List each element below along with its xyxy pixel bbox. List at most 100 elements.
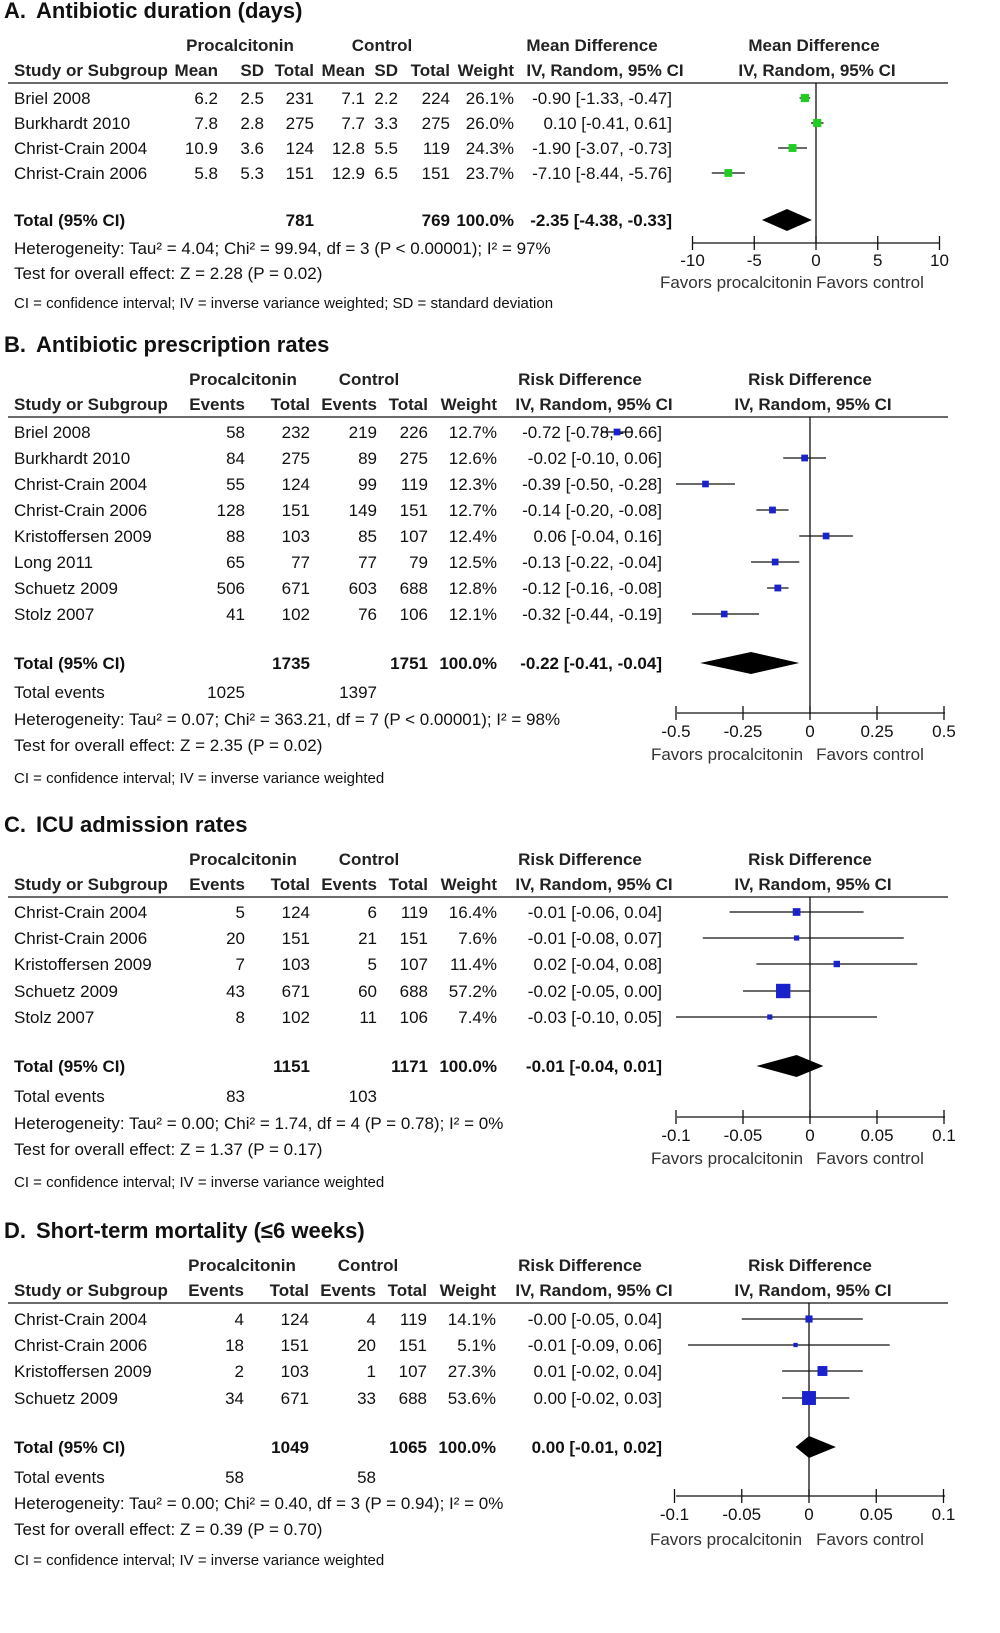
study-cell: 7 (236, 955, 245, 974)
pooled-estimate-diamond (756, 1055, 824, 1077)
overall-effect-test: Test for overall effect: Z = 2.28 (P = 0… (14, 264, 322, 283)
study-cell: 12.6% (449, 449, 497, 468)
column-header-ci: IV, Random, 95% CI (515, 875, 672, 894)
x-tick-label: -0.05 (722, 1505, 761, 1524)
study-cell: 151 (282, 929, 310, 948)
study-cell: 21 (358, 929, 377, 948)
study-name: Christ-Crain 2006 (14, 1336, 147, 1355)
study-name: Schuetz 2009 (14, 982, 118, 1001)
study-name: Christ-Crain 2004 (14, 475, 147, 494)
study-cell: 3.6 (240, 139, 264, 158)
point-estimate-marker (822, 532, 830, 540)
column-header: Events (321, 875, 377, 894)
study-name: Burkhardt 2010 (14, 114, 130, 133)
study-cell: 3.3 (374, 114, 398, 133)
pooled-estimate-diamond (795, 1436, 836, 1458)
point-estimate-marker (793, 935, 800, 941)
study-cell: 5 (368, 955, 377, 974)
study-cell: 79 (409, 553, 428, 572)
study-cell: 7.8 (194, 114, 218, 133)
column-header: Mean (322, 61, 365, 80)
study-cell: 88 (226, 527, 245, 546)
total-cell: -0.22 [-0.41, -0.04] (520, 654, 662, 673)
study-cell: 14.1% (448, 1310, 496, 1329)
study-cell: 89 (358, 449, 377, 468)
column-header-ci: IV, Random, 95% CI (526, 61, 683, 80)
study-cell: -7.10 [-8.44, -5.76] (532, 164, 672, 183)
study-cell: 99 (358, 475, 377, 494)
footnote: CI = confidence interval; IV = inverse v… (14, 770, 384, 787)
study-cell: 506 (217, 579, 245, 598)
study-cell: -0.00 [-0.05, 0.04] (528, 1310, 662, 1329)
study-name: Schuetz 2009 (14, 579, 118, 598)
group-header-plot: Mean Difference (748, 36, 879, 55)
point-estimate-marker (801, 454, 809, 462)
study-cell: 102 (282, 1008, 310, 1027)
group-header-plot: Risk Difference (748, 850, 872, 869)
heterogeneity-stat: Heterogeneity: Tau² = 0.00; Chi² = 1.74,… (14, 1114, 503, 1133)
study-cell: -0.39 [-0.50, -0.28] (522, 475, 662, 494)
favors-left-label: Favors procalcitonin (660, 273, 812, 292)
study-cell: 77 (358, 553, 377, 572)
group-header-control: Control (352, 36, 412, 55)
panel-letter: B. (4, 332, 26, 357)
overall-effect-test: Test for overall effect: Z = 0.39 (P = 0… (14, 1520, 322, 1539)
panel-letter: A. (4, 0, 26, 23)
point-estimate-marker (767, 1014, 773, 1020)
heterogeneity-stat: Heterogeneity: Tau² = 0.07; Chi² = 363.2… (14, 710, 560, 729)
pooled-estimate-diamond (700, 652, 800, 674)
study-cell: 7.7 (341, 114, 365, 133)
study-cell: 12.3% (449, 475, 497, 494)
study-cell: 16.4% (449, 903, 497, 922)
study-cell: 119 (401, 903, 428, 922)
footnote: CI = confidence interval; IV = inverse v… (14, 1552, 384, 1569)
column-header-study: Study or Subgroup (14, 61, 168, 80)
study-cell: 151 (399, 1336, 427, 1355)
study-cell: 77 (291, 553, 310, 572)
study-cell: 84 (226, 449, 245, 468)
group-header-procalcitonin: Procalcitonin (189, 370, 297, 389)
panel-title: ICU admission rates (36, 812, 248, 837)
study-cell: 688 (400, 579, 428, 598)
study-cell: 18 (225, 1336, 244, 1355)
study-cell: 224 (422, 89, 450, 108)
study-cell: 12.1% (449, 605, 497, 624)
favors-right-label: Favors control (816, 273, 924, 292)
point-estimate-marker (805, 1315, 813, 1323)
group-header-control: Control (338, 1256, 398, 1275)
pooled-estimate-diamond (761, 209, 812, 231)
study-cell: -0.90 [-1.33, -0.47] (532, 89, 672, 108)
study-cell: 119 (401, 475, 428, 494)
study-cell: 55 (226, 475, 245, 494)
total-events-cell: 58 (225, 1468, 244, 1487)
study-cell: 58 (226, 423, 245, 442)
point-estimate-marker (776, 983, 791, 999)
study-cell: 107 (400, 527, 428, 546)
column-header: Weight (441, 875, 498, 894)
total-cell: 1049 (271, 1438, 309, 1457)
study-cell: 43 (226, 982, 245, 1001)
study-cell: 12.8 (332, 139, 365, 158)
point-estimate-marker (833, 960, 841, 968)
x-tick-label: 5 (873, 251, 882, 270)
column-header-plot-ci: IV, Random, 95% CI (734, 1281, 891, 1300)
group-header-effect: Risk Difference (518, 370, 642, 389)
study-cell: 603 (349, 579, 377, 598)
column-header-plot-ci: IV, Random, 95% CI (738, 61, 895, 80)
x-tick-label: -0.05 (724, 1126, 763, 1145)
study-cell: 5.3 (240, 164, 264, 183)
study-cell: 151 (422, 164, 450, 183)
point-estimate-marker (800, 93, 809, 103)
study-cell: 275 (286, 114, 314, 133)
study-cell: 26.1% (466, 89, 514, 108)
study-cell: 6.2 (194, 89, 218, 108)
total-cell: 0.00 [-0.01, 0.02] (532, 1438, 662, 1457)
x-tick-label: -5 (747, 251, 762, 270)
column-header: SD (374, 61, 398, 80)
column-header: Total (388, 1281, 427, 1300)
favors-right-label: Favors control (816, 1149, 924, 1168)
favors-left-label: Favors procalcitonin (651, 1149, 803, 1168)
study-cell: 688 (399, 1389, 427, 1408)
study-cell: 6 (368, 903, 377, 922)
